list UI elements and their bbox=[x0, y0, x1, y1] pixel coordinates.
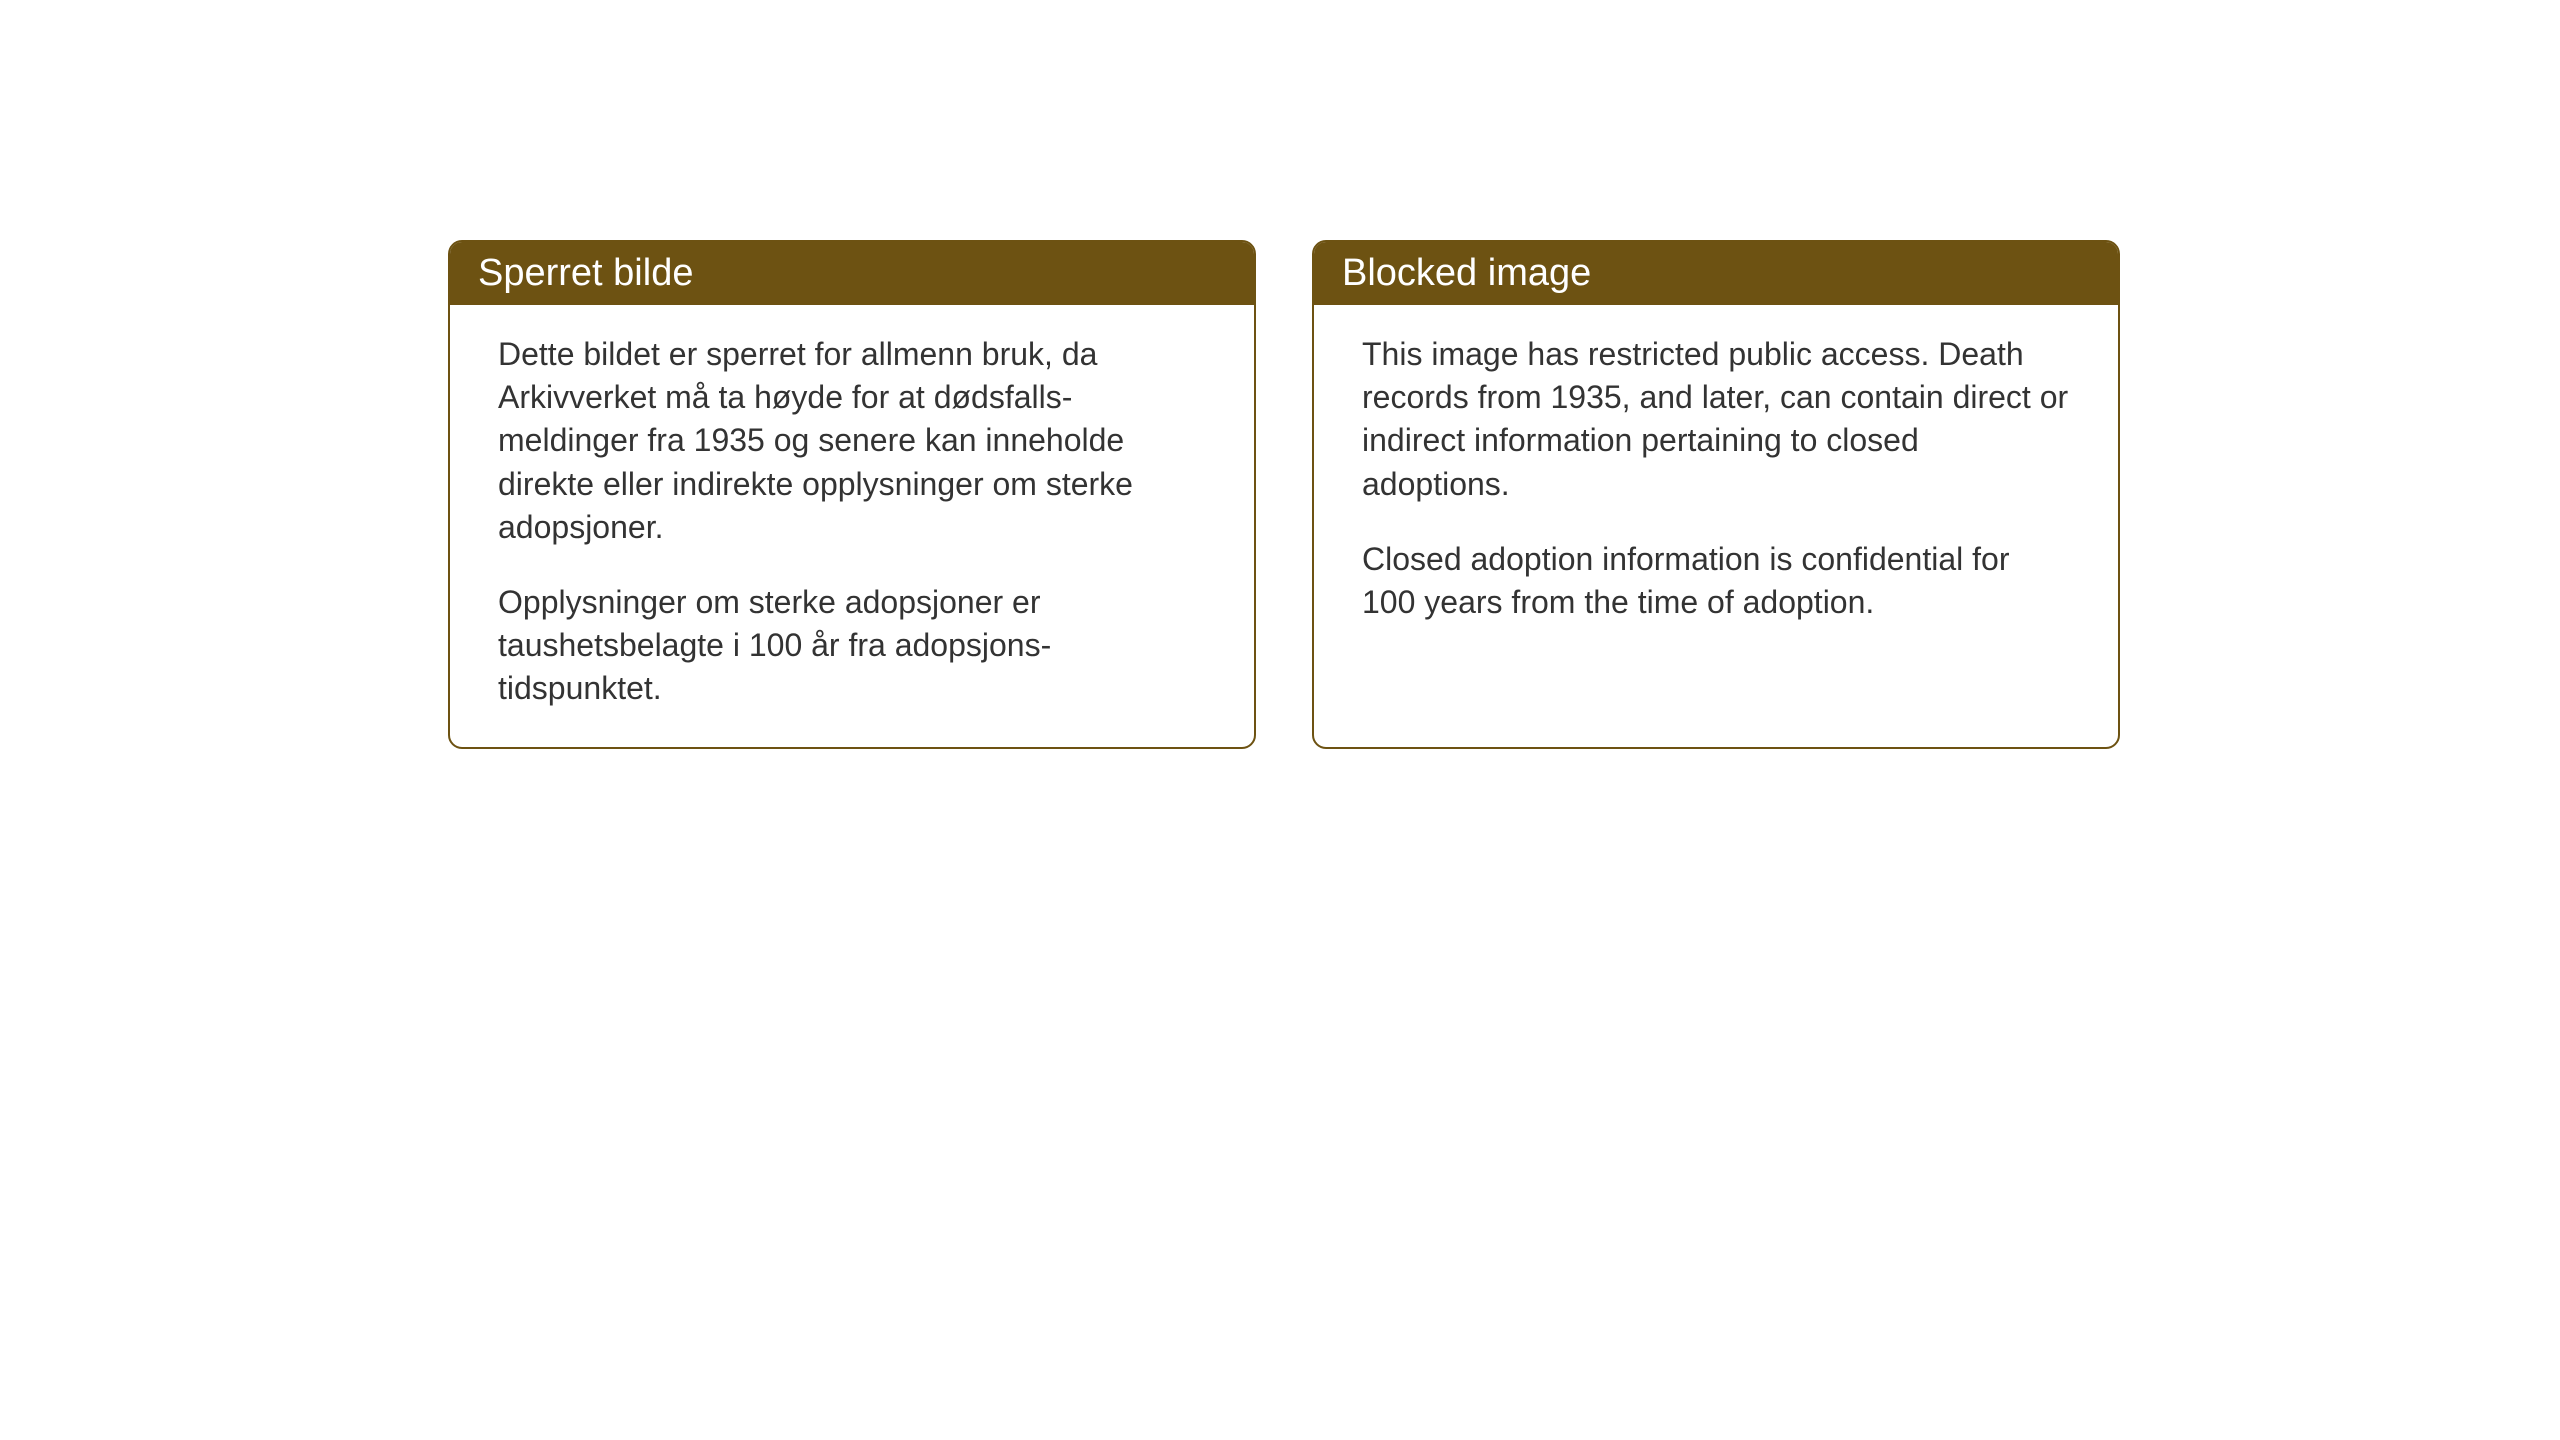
notice-card-english: Blocked image This image has restricted … bbox=[1312, 240, 2120, 749]
notice-body-english: This image has restricted public access.… bbox=[1314, 305, 2118, 745]
notice-paragraph: Closed adoption information is confident… bbox=[1362, 538, 2070, 624]
notice-paragraph: This image has restricted public access.… bbox=[1362, 333, 2070, 506]
notice-paragraph: Dette bildet er sperret for allmenn bruk… bbox=[498, 333, 1206, 549]
notice-title: Blocked image bbox=[1342, 252, 1591, 294]
notice-card-norwegian: Sperret bilde Dette bildet er sperret fo… bbox=[448, 240, 1256, 749]
notice-title: Sperret bilde bbox=[478, 252, 693, 294]
notice-paragraph: Opplysninger om sterke adopsjoner er tau… bbox=[498, 581, 1206, 711]
notice-body-norwegian: Dette bildet er sperret for allmenn bruk… bbox=[450, 305, 1254, 747]
notice-header-norwegian: Sperret bilde bbox=[450, 242, 1254, 305]
notice-header-english: Blocked image bbox=[1314, 242, 2118, 305]
notice-container: Sperret bilde Dette bildet er sperret fo… bbox=[448, 240, 2120, 749]
